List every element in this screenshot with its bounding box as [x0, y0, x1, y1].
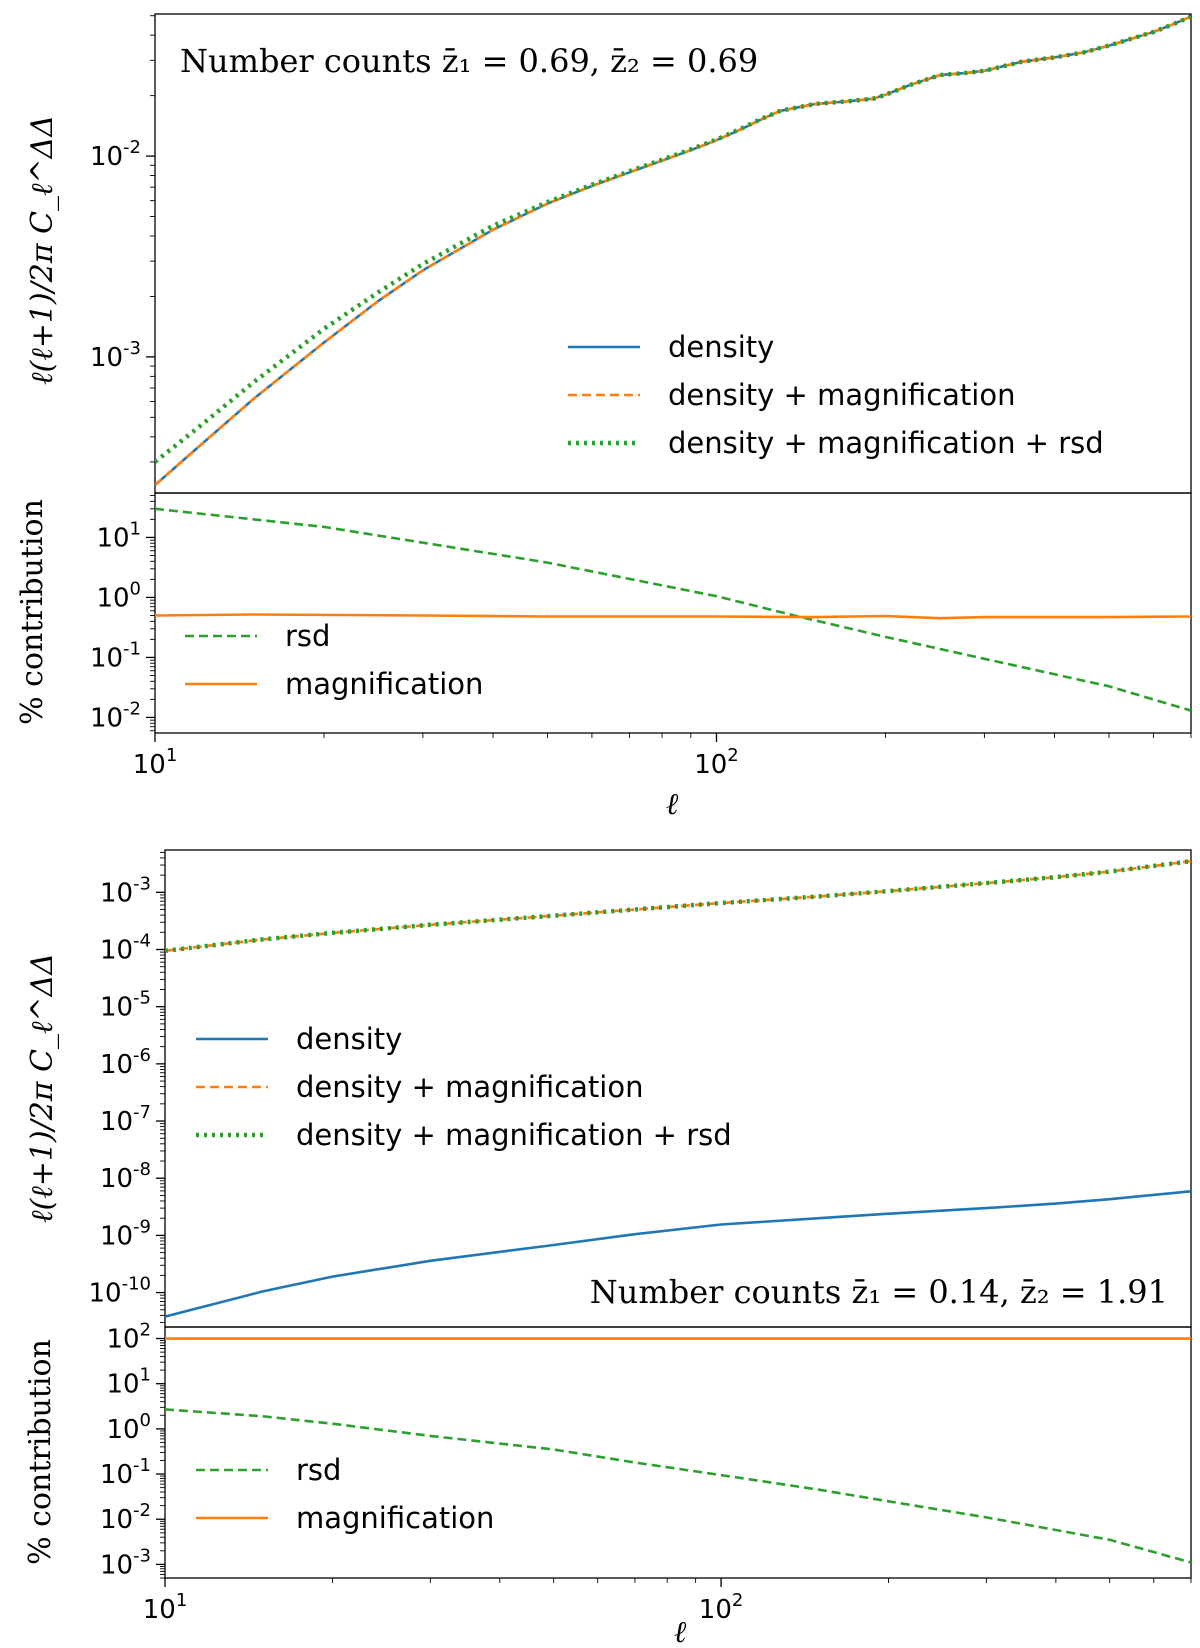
plot-lines: [155, 507, 1191, 712]
series-line-magnification: [155, 613, 1191, 620]
series-line-density-magnification-rsd: [155, 14, 1191, 464]
y-tick-label: 10-7: [100, 1102, 151, 1137]
y-tick-label: 10-10: [89, 1274, 152, 1309]
y-tick-label: 10-3: [100, 873, 151, 908]
panel-bottom-main: 10-10 10-9 10-8 10-7 10-6 10-5 10-4 10-3 Number…: [25, 849, 1192, 1328]
y-tick-label: 10-2: [100, 1500, 151, 1535]
y-tick-label: 10-9: [100, 1216, 151, 1251]
y-tick-label: 10-5: [100, 988, 151, 1023]
chart-annotation: Number counts z̄₁ = 0.14, z̄₂ = 1.91: [590, 1273, 1168, 1311]
y-tick-label: 10-3: [90, 338, 141, 373]
y-tick-label: 10-1: [100, 1455, 151, 1490]
y-tick-label: 101: [106, 1365, 151, 1400]
y-ticks: 10-3 10-2 10-1 100 101 102: [100, 1320, 165, 1580]
y-ticks: 10-3 10-2: [90, 15, 155, 463]
series-line-density-magnification: [155, 15, 1191, 487]
x-tick-label: 102: [699, 1590, 744, 1625]
y-tick-label: 10-1: [90, 638, 141, 673]
x-ticks: 101 102: [143, 1578, 1192, 1625]
legend-label: density + magnification: [296, 1070, 643, 1104]
series-line-rsd: [155, 507, 1191, 712]
series-line-density-magnification: [165, 859, 1191, 953]
chart-annotation: Number counts z̄₁ = 0.69, z̄₂ = 0.69: [180, 42, 758, 80]
y-axis-label: % contribution: [23, 1339, 58, 1565]
y-tick-label: 10-2: [90, 698, 141, 733]
legend-label: magnification: [285, 667, 483, 701]
legend-label: density: [668, 330, 774, 364]
y-axis-label: ℓ(ℓ+1)/2π C_ℓ^ΔΔ: [25, 115, 60, 385]
x-tick-label: 102: [694, 745, 739, 780]
x-axis-label: ℓ: [666, 787, 679, 822]
plot-frame: [154, 492, 1192, 734]
y-tick-label: 102: [106, 1320, 151, 1355]
plot-lines: [155, 14, 1191, 487]
y-tick-label: 10-2: [90, 137, 141, 172]
series-line-density: [165, 1190, 1191, 1318]
legend-label: density + magnification + rsd: [668, 426, 1104, 460]
y-ticks: 10-10 10-9 10-8 10-7 10-6 10-5 10-4 10-3: [89, 851, 165, 1323]
plot-lines: [165, 1337, 1191, 1564]
panel-top-ratio: 10-2 10-1 100 101 101 102 rsd magnification %…: [15, 492, 1192, 822]
plot-lines: [165, 858, 1191, 1318]
legend: density density + magnification density + …: [196, 1022, 732, 1152]
panel-top-main: 10-3 10-2 Number counts z̄₁ = 0.69, z̄₂ =…: [25, 13, 1192, 494]
y-tick-label: 100: [96, 578, 141, 613]
x-axis-label: ℓ: [674, 1615, 687, 1648]
plot-frame: [154, 13, 1192, 494]
panel-bottom-ratio: 10-3 10-2 10-1 100 101 102 101 102 rsd magnific…: [23, 1320, 1192, 1648]
series-line-density: [155, 15, 1191, 487]
legend-label: density + magnification + rsd: [296, 1118, 732, 1152]
legend-label: magnification: [296, 1501, 494, 1535]
y-tick-label: 10-4: [100, 931, 151, 966]
y-tick-label: 10-3: [100, 1545, 151, 1580]
legend: density density + magnification density + …: [568, 330, 1104, 460]
y-tick-label: 10-6: [100, 1045, 151, 1080]
series-line-density-magnification-rsd: [165, 858, 1191, 954]
legend-label: density: [296, 1022, 402, 1056]
x-tick-label: 101: [133, 745, 178, 780]
y-axis-label: ℓ(ℓ+1)/2π C_ℓ^ΔΔ: [25, 953, 60, 1223]
y-ticks: 10-2 10-1 100 101: [90, 495, 155, 733]
legend: rsd magnification: [185, 619, 483, 701]
x-tick-label: 101: [143, 1590, 188, 1625]
y-tick-label: 100: [106, 1410, 151, 1445]
y-axis-label: % contribution: [15, 499, 50, 725]
x-ticks: 101 102: [133, 733, 1192, 780]
legend-label: rsd: [285, 619, 330, 653]
series-line-rsd: [165, 1408, 1191, 1564]
y-tick-label: 101: [96, 518, 141, 553]
y-tick-label: 10-8: [100, 1159, 151, 1194]
legend-label: rsd: [296, 1453, 341, 1487]
legend-label: density + magnification: [668, 378, 1015, 412]
legend: rsd magnification: [196, 1453, 494, 1535]
